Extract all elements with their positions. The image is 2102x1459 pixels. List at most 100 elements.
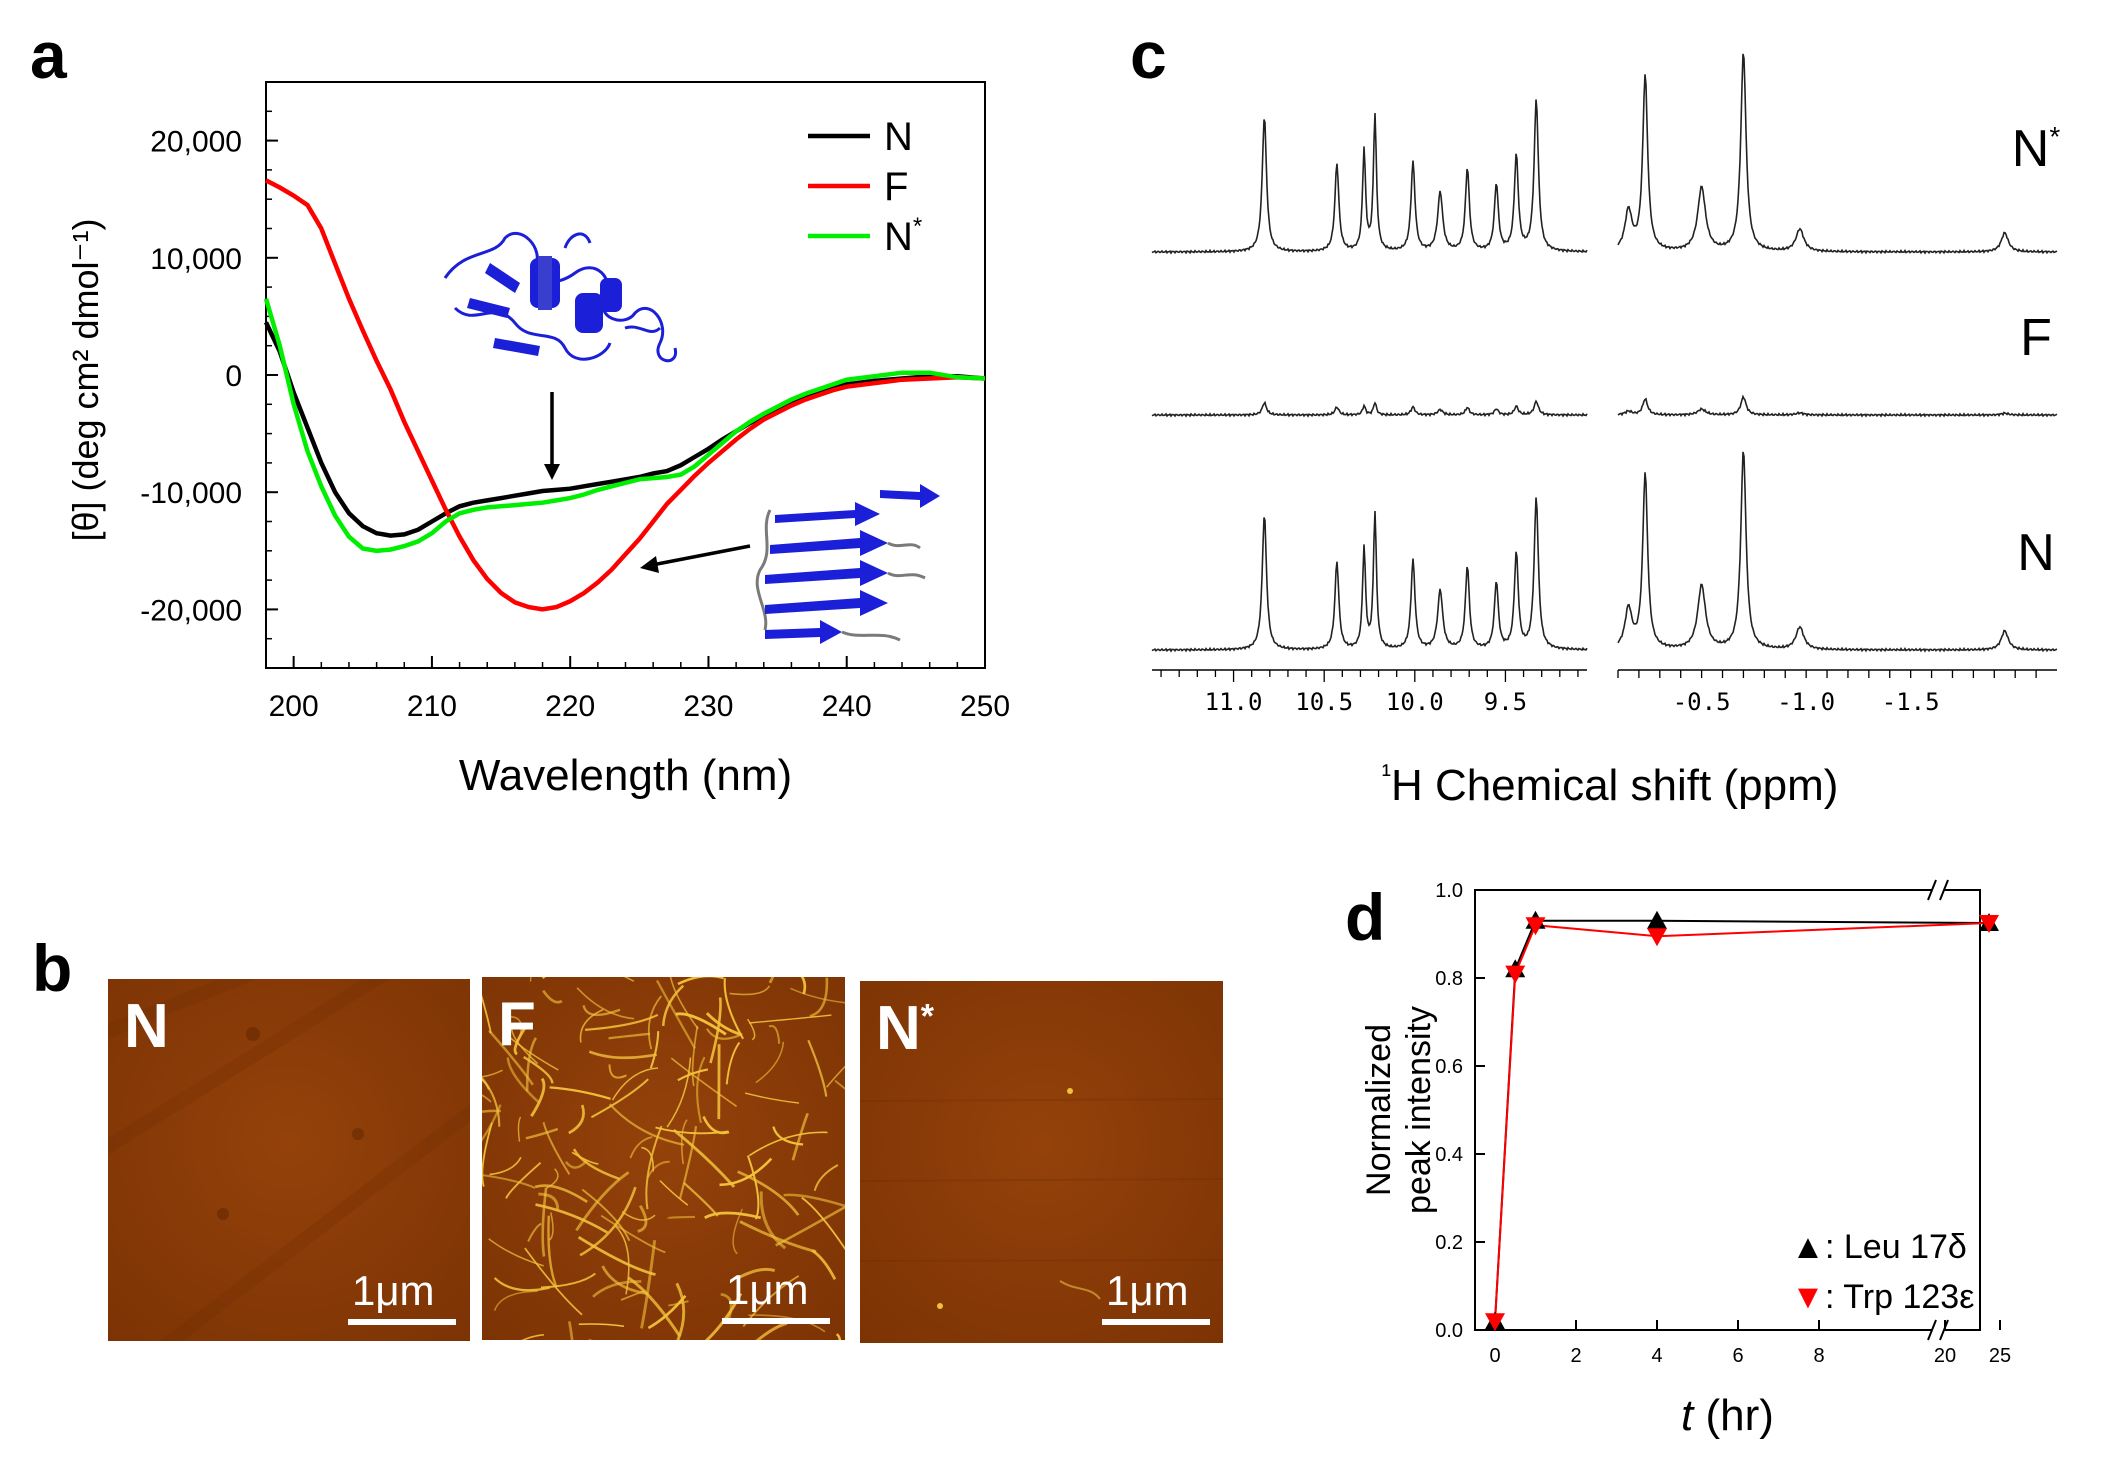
- data-point: [1505, 965, 1526, 984]
- afm-surface: [482, 977, 845, 1340]
- data-point: [1647, 928, 1667, 947]
- scale-bar-label: 1μm: [726, 1266, 809, 1313]
- fibril: [704, 1292, 743, 1340]
- fibril: [645, 1125, 663, 1210]
- fibril: [482, 1174, 536, 1189]
- plot-frame: [1474, 889, 1981, 1331]
- series-group: NFN*: [263, 115, 986, 612]
- x-tick-label: -1.0: [1777, 688, 1835, 716]
- fibril: [725, 1041, 741, 1085]
- x-tick-label: 250: [960, 690, 1010, 723]
- fibril: [746, 1018, 756, 1041]
- fibril: [542, 989, 563, 1004]
- fibril: [482, 1122, 493, 1187]
- fibril: [567, 1321, 574, 1340]
- fibril: [621, 1210, 656, 1221]
- fibril: [791, 1112, 809, 1161]
- y-axis-title-line2: peak intensity: [1400, 1006, 1438, 1214]
- fibril: [534, 1184, 588, 1203]
- fibril: [572, 1148, 621, 1181]
- fibril: [564, 1159, 588, 1169]
- fibril: [509, 1015, 523, 1039]
- fibril: [579, 1186, 637, 1257]
- spectrum-label: F: [2020, 309, 2052, 367]
- fibril: [807, 1039, 828, 1097]
- fibril: [746, 1155, 760, 1220]
- panel-letter-d: d: [1345, 880, 1385, 954]
- afm-image-nstar: N* 1μm: [860, 981, 1223, 1343]
- panel-letter-b: b: [32, 931, 73, 1005]
- fibril: [775, 1205, 845, 1247]
- fibril: [678, 1125, 698, 1200]
- data-point: [1979, 915, 1999, 933]
- x-tick-label: -0.5: [1673, 688, 1731, 716]
- fibril: [577, 1236, 656, 1276]
- fibril: [737, 1170, 800, 1216]
- fibril: [669, 977, 699, 1030]
- x-tick-label: 9.5: [1484, 688, 1527, 716]
- fibril: [488, 1238, 544, 1267]
- x-tick-label: 220: [545, 690, 595, 723]
- y-tick-label: 20,000: [150, 126, 242, 159]
- plot-area: 0.0 0.2 0.4 0.6 0.8 1.0 0 2 4 6 8 20 25 t (hr) Normali…: [1360, 879, 2011, 1440]
- fibril: [672, 1128, 736, 1188]
- native-protein-structure-icon: [443, 231, 677, 363]
- fibril: [719, 1157, 773, 1187]
- panel-letter-a: a: [30, 18, 68, 92]
- fibril: [482, 1109, 501, 1113]
- legend-label: : Leu 17δ: [1825, 1228, 1967, 1266]
- y-axis-title: [θ] (deg cm² dmol⁻¹): [65, 218, 106, 541]
- fibril: [608, 1064, 627, 1079]
- fibril: [608, 1103, 685, 1146]
- spectrum-label: N*: [2012, 120, 2061, 178]
- scale-bar-label: 1μm: [1106, 1267, 1189, 1314]
- x-tick-label: 25: [1989, 1345, 2011, 1367]
- spectrum-Nstar-left: [1151, 99, 1588, 255]
- arrow-fibril-head: [640, 556, 659, 573]
- fibril: [623, 977, 635, 982]
- x-tick-label: 200: [269, 690, 319, 723]
- fibril: [482, 1104, 502, 1142]
- panel-c-nmr-spectra: c N* F N 11.0 10.5 10.0 9.5 -0.5 -1.0 -1.5 ¹H Chem…: [1130, 18, 2061, 810]
- fibril: [737, 1267, 776, 1280]
- fibril: [482, 1076, 501, 1127]
- fibril: [523, 1055, 554, 1084]
- fibril: [800, 977, 807, 995]
- afm-label-fibril: F: [498, 990, 536, 1059]
- fibril: [647, 995, 662, 1050]
- y-tick-label: 0.8: [1435, 968, 1463, 990]
- legend-label: N*: [884, 213, 922, 259]
- scale-bar: [348, 1319, 456, 1325]
- fibril: [755, 1321, 788, 1340]
- fibril: [675, 1012, 727, 1036]
- fibril: [524, 1247, 583, 1316]
- x-tick-label: 11.0: [1205, 688, 1263, 716]
- fibril: [588, 1050, 657, 1060]
- x-tick-label: -1.5: [1882, 688, 1940, 716]
- fibril: [588, 1338, 594, 1340]
- fibril: [488, 1029, 534, 1086]
- y-tick-label: 0.6: [1435, 1056, 1463, 1078]
- series-line-F: [264, 178, 986, 612]
- fibril: [768, 977, 775, 984]
- y-axis-title-line1: Normalized: [1360, 1024, 1398, 1196]
- fibril: [571, 1151, 599, 1165]
- fibril: [659, 1180, 689, 1206]
- panel-d-peak-intensity: d 0.0 0.2 0.4 0.6 0.8 1.0 0 2 4 6 8 20 25 t (hr) Norma…: [1345, 879, 2011, 1440]
- x-tick-label: 230: [683, 690, 733, 723]
- fibril: [783, 1193, 845, 1208]
- panel-letter-c: c: [1130, 18, 1167, 92]
- afm-label-native: N: [124, 992, 169, 1061]
- fibril: [482, 1094, 492, 1103]
- x-tick-label: 210: [407, 690, 457, 723]
- fibril: [670, 1057, 738, 1108]
- data-point: [1485, 1313, 1505, 1332]
- fibril: [535, 1203, 608, 1234]
- arrow-fibril: [651, 544, 751, 567]
- y-tick-label: 10,000: [150, 243, 242, 276]
- x-tick-label: 2: [1570, 1345, 1581, 1367]
- fibril: [790, 987, 845, 1004]
- afm-surface: [860, 981, 1223, 1343]
- fibril: [620, 1289, 646, 1301]
- fibril: [611, 1067, 659, 1101]
